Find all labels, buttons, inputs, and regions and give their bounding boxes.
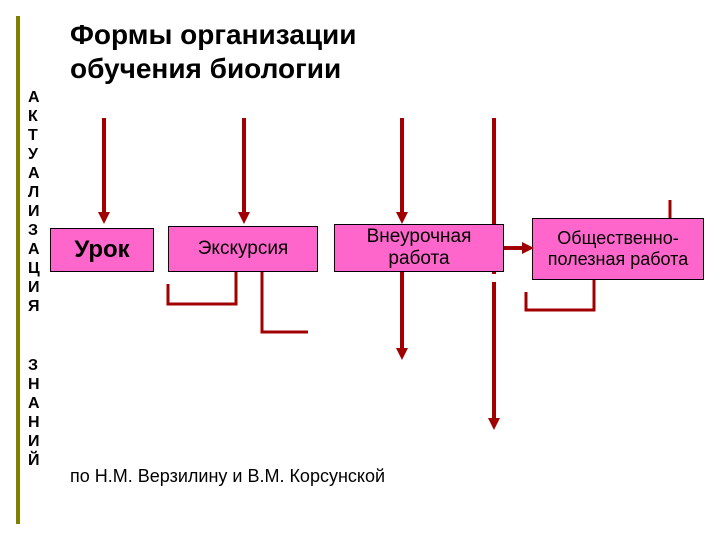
arrow-down-out-3 bbox=[394, 272, 410, 362]
connector-3-down bbox=[258, 272, 318, 344]
arrow-down-2 bbox=[236, 118, 252, 226]
sidebar-word-knowledge: З Н А Н И Й bbox=[28, 356, 40, 470]
arrow-down-out-4a bbox=[486, 282, 502, 432]
sidebar-word-actualization: А К Т У А Л И З А Ц И Я bbox=[28, 88, 40, 316]
arrow-down-1 bbox=[96, 118, 112, 226]
connector-4-down-left bbox=[520, 280, 600, 320]
box-urok: Урок bbox=[50, 228, 154, 272]
box-excursion: Экскурсия bbox=[168, 226, 318, 272]
slide-canvas: Формы организации обучения биологии А К … bbox=[0, 0, 720, 540]
arrow-right-34 bbox=[504, 240, 534, 256]
box-extracurricular: Внеурочная работа bbox=[334, 224, 504, 272]
page-title: Формы организации обучения биологии bbox=[70, 18, 356, 85]
box-public-work: Общественно-полезная работа bbox=[532, 218, 704, 280]
connector-2-down-left bbox=[162, 272, 242, 312]
side-accent-bar bbox=[16, 16, 20, 524]
attribution: по Н.М. Верзилину и В.М. Корсунской bbox=[70, 466, 385, 487]
arrow-down-3 bbox=[394, 118, 410, 226]
